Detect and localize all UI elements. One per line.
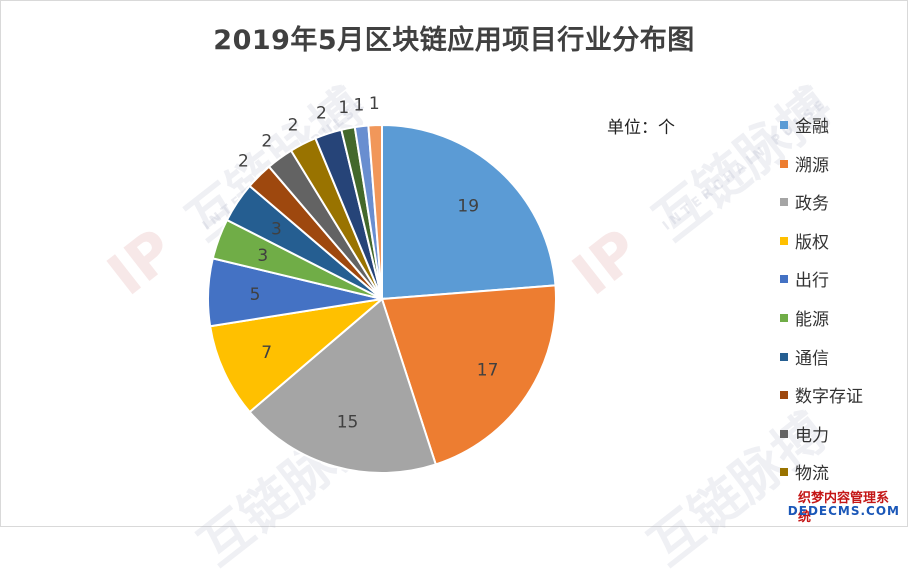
site-watermark-line1: 织梦内容管理系统 (798, 491, 890, 525)
legend-swatch (780, 468, 788, 477)
data-label-电力: 2 (261, 131, 272, 151)
pie-slice-金融 (381, 123, 557, 301)
pie-slice-溯源 (380, 284, 557, 466)
legend-swatch (780, 198, 788, 207)
legend-label: 金融 (795, 117, 829, 137)
data-label-出行: 5 (250, 285, 261, 305)
legend-swatch (780, 313, 788, 322)
pie-slice-版权 (208, 297, 386, 414)
legend-swatch (780, 275, 788, 284)
data-label-医疗: 2 (316, 104, 327, 124)
legend-label: 物流 (795, 464, 829, 485)
data-label-其他: 1 (369, 94, 380, 114)
legend-swatch (780, 352, 788, 361)
legend-label: 版权 (795, 232, 829, 253)
data-label-版权: 7 (261, 343, 272, 363)
legend-swatch (780, 159, 788, 168)
data-label-教育: 1 (354, 95, 365, 115)
chart-title: 2019年5月区块链应用项目行业分布图 (213, 25, 695, 56)
legend-swatch (780, 121, 788, 129)
legend-swatch (780, 236, 788, 245)
legend-swatch (780, 391, 788, 400)
legend-label: 溯源 (795, 155, 829, 176)
data-label-溯源: 17 (477, 361, 499, 381)
legend-label: 能源 (795, 309, 829, 330)
data-label-物流: 2 (288, 115, 299, 135)
data-label-数字存证: 2 (238, 151, 249, 171)
legend-label: 数字存证 (795, 387, 863, 408)
site-watermark: 织梦内容管理系统 DEDECMS.COM (788, 487, 902, 525)
data-label-政务: 15 (337, 412, 359, 432)
unit-label: 单位：个 (607, 118, 675, 138)
legend-swatch (780, 429, 788, 438)
pie-slice-政务 (248, 297, 438, 474)
data-label-能源: 3 (257, 246, 268, 266)
data-label-公益: 1 (338, 98, 349, 118)
data-label-通信: 3 (271, 219, 282, 239)
legend-label: 通信 (795, 348, 829, 369)
legend-label: 电力 (795, 425, 829, 446)
site-watermark-line2: DEDECMS.COM (787, 504, 900, 518)
legend-label: 出行 (795, 271, 829, 292)
pie-slice-其他 (367, 123, 383, 300)
legend-label: 政务 (795, 194, 829, 215)
data-label-金融: 19 (457, 197, 479, 217)
